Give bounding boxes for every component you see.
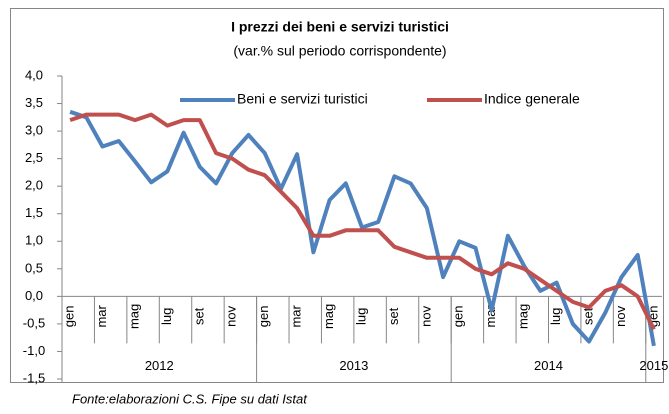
y-tick-label: -0,5 (23, 315, 45, 330)
x-tick-label: mar (289, 304, 304, 327)
y-tick-label: 3,5 (25, 95, 43, 110)
source-note: Fonte:elaborazioni C.S. Fipe su dati Ist… (72, 391, 308, 406)
legend-label: Beni e servizi turistici (237, 91, 368, 107)
y-tick-label: 4,0 (25, 67, 43, 82)
x-tick-label: mag (126, 304, 141, 329)
data-line (69, 109, 656, 347)
group-label: 2013 (339, 358, 368, 373)
x-tick-label: nov (418, 305, 433, 326)
chart-border (10, 8, 664, 383)
y-tick-label: 1,0 (25, 233, 43, 248)
x-tick-label: gen (256, 306, 271, 328)
y-tick-label: 3,0 (25, 123, 43, 138)
x-tick-label: mag (321, 304, 336, 329)
y-tick-label: 2,5 (25, 150, 43, 165)
x-tick-label: nov (224, 305, 239, 326)
x-tick-label: mar (94, 304, 109, 327)
x-tick-label: set (191, 307, 206, 325)
y-tick-label: 1,5 (25, 205, 43, 220)
y-tick-label: 0,5 (25, 260, 43, 275)
y-tick-label: 2,0 (25, 178, 43, 193)
x-tick-label: mar (483, 304, 498, 327)
x-tick-label: gen (62, 306, 77, 328)
group-label: 2015 (639, 358, 668, 373)
x-tick-label: nov (613, 305, 628, 326)
group-label: 2014 (534, 358, 563, 373)
legend-label: Indice generale (484, 91, 580, 107)
chart-subtitle: (var.% sul periodo corrispondente) (233, 43, 446, 59)
y-tick-label: 0,0 (25, 288, 43, 303)
x-tick-label: lug (353, 308, 368, 325)
y-tick-label: -1,0 (23, 343, 45, 358)
y-tick-label: -1,5 (23, 370, 45, 385)
x-tick-label: lug (548, 308, 563, 325)
group-label: 2012 (145, 358, 174, 373)
x-tick-label: set (580, 307, 595, 325)
x-tick-label: lug (159, 308, 174, 325)
x-tick-label: set (386, 307, 401, 325)
x-tick-label: gen (451, 306, 466, 328)
chart-title: I prezzi dei beni e servizi turistici (231, 19, 449, 35)
x-tick-label: mag (516, 304, 531, 329)
data-line (69, 112, 656, 331)
